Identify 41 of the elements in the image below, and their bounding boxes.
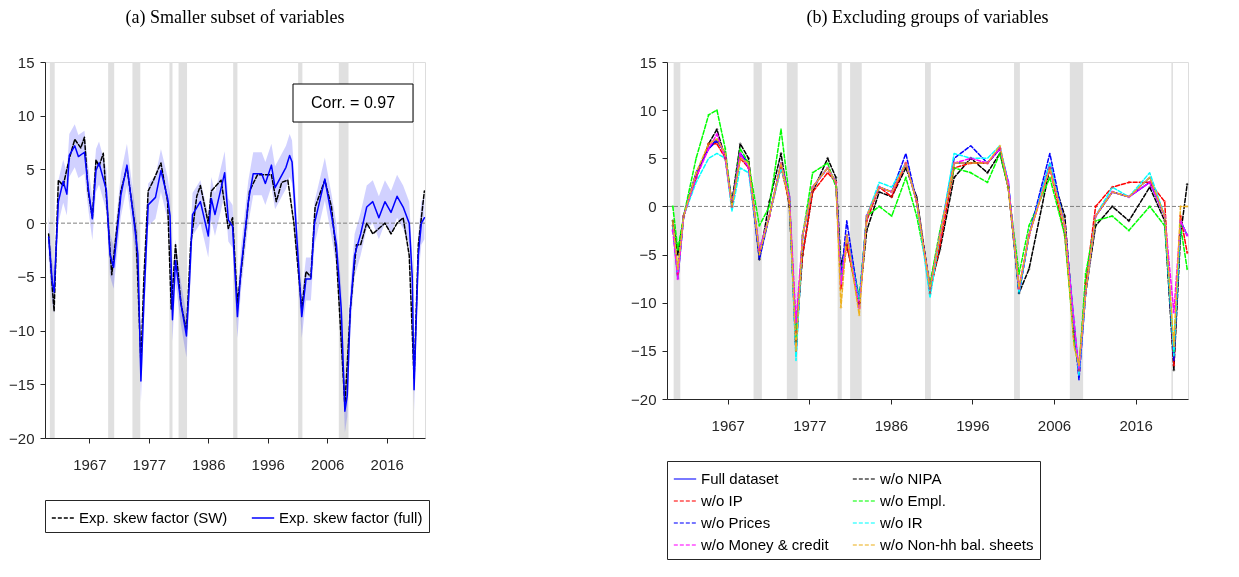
legend-label: w/o NIPA xyxy=(879,470,942,487)
legend-label: w/o IR xyxy=(879,514,923,531)
x-tick-label: 1967 xyxy=(711,416,745,434)
legend-label: w/o Money & credit xyxy=(700,536,830,553)
x-tick-label: 2006 xyxy=(311,455,345,473)
legend-label: Full dataset xyxy=(701,470,780,487)
x-tick-label: 1986 xyxy=(192,455,226,473)
y-tick-label: 5 xyxy=(648,149,657,167)
y-tick-label: 10 xyxy=(639,101,657,119)
x-tick-label: 2006 xyxy=(1037,416,1072,434)
y-tick-label: 0 xyxy=(648,197,657,215)
chart-title: (a) Smaller subset of variables xyxy=(125,7,345,28)
x-tick-label: 1977 xyxy=(793,416,827,434)
legend-label: w/o Prices xyxy=(700,514,771,531)
x-tick-label: 1986 xyxy=(874,416,909,434)
x-tick-label: 2016 xyxy=(370,455,404,473)
x-tick-label: 1967 xyxy=(73,455,107,473)
y-tick-label: 15 xyxy=(17,53,35,71)
legend-label: w/o IP xyxy=(700,492,743,509)
y-tick-label: 0 xyxy=(26,214,35,232)
legend-label: Exp. skew factor (SW) xyxy=(79,509,228,526)
legend-label: Exp. skew factor (full) xyxy=(279,509,423,526)
x-tick-label: 2016 xyxy=(1119,416,1153,434)
x-tick-label: 1977 xyxy=(132,455,166,473)
annotation: Corr. = 0.97 xyxy=(310,94,396,111)
y-tick-label: −15 xyxy=(631,342,657,360)
y-tick-label: 5 xyxy=(26,160,35,178)
chart-title: (b) Excluding groups of variables xyxy=(806,7,1049,28)
y-tick-label: −15 xyxy=(9,375,35,393)
legend-label: w/o Empl. xyxy=(879,492,946,509)
x-tick-label: 1996 xyxy=(956,416,990,434)
legend-label: w/o Non-hh bal. sheets xyxy=(879,536,1034,553)
y-tick-label: −5 xyxy=(639,246,657,264)
y-tick-label: −20 xyxy=(631,390,657,408)
x-tick-label: 1996 xyxy=(251,455,285,473)
y-tick-label: 10 xyxy=(17,107,35,125)
y-tick-label: −10 xyxy=(9,322,35,340)
y-tick-label: −10 xyxy=(631,294,657,312)
y-tick-label: −5 xyxy=(17,268,35,286)
y-tick-label: 15 xyxy=(639,53,657,71)
y-tick-label: −20 xyxy=(9,429,35,447)
